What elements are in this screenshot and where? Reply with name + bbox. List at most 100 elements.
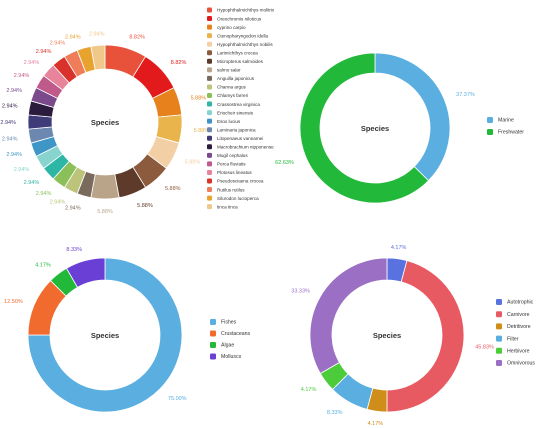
legend-swatch [207, 75, 212, 81]
legend-item[interactable]: Esox lucius [207, 118, 241, 124]
legend-item[interactable]: salmo salar [207, 67, 241, 73]
legend-swatch [207, 118, 212, 124]
legend-label: Plotosus lineatus [217, 170, 252, 175]
legend-item[interactable]: Silurodon lucioperca [207, 195, 259, 201]
legend-swatch [207, 7, 212, 13]
legend: Marine Freshwater [487, 117, 524, 136]
legend-swatch [207, 195, 212, 201]
legend-label: tinca tinca [217, 204, 238, 209]
legend-item[interactable]: Fishes [210, 319, 237, 326]
legend-label: Freshwater [498, 130, 524, 136]
legend-item[interactable]: Plotosus lineatus [207, 169, 252, 175]
slice-data-label: 5.88% [194, 128, 210, 134]
legend-item[interactable]: Hypophthalmichthys nobilis [207, 41, 273, 47]
legend-swatch [207, 178, 212, 184]
legend-item[interactable]: Marine [487, 117, 514, 124]
donut-slice[interactable] [299, 52, 430, 204]
legend-swatch [496, 360, 502, 366]
legend-item[interactable]: Channa argus [207, 84, 247, 90]
legend-item[interactable]: cyprino carpio [207, 24, 246, 30]
slice-data-label: 2.94% [50, 200, 66, 206]
legend-item[interactable]: Autotrophic [496, 299, 534, 306]
slice-data-label: 2.94% [2, 136, 18, 142]
legend: Hypophthalmichthys molitrix Oreochromis n… [207, 7, 275, 209]
slice-data-label: 75.00% [168, 396, 187, 402]
legend-item[interactable]: Chlamys farreri [207, 93, 248, 98]
legend-label: Esox lucius [217, 119, 241, 124]
legend-item[interactable]: Molluscs [210, 353, 242, 361]
legend-swatch [487, 117, 493, 123]
slice-data-label: 2.94% [24, 180, 40, 186]
legend-label: Crassostrea virginica [217, 102, 260, 107]
legend-item[interactable]: Omnivorous [496, 360, 535, 367]
legend-label: Rutilus rutilus [217, 187, 245, 192]
donut-slice[interactable] [90, 173, 120, 200]
legend-label: Molluscs [221, 354, 242, 360]
legend-item[interactable]: Laminaria japonica [207, 127, 256, 132]
donut-slice[interactable] [309, 257, 388, 375]
slice-data-label: 2.94% [14, 73, 30, 79]
legend-item[interactable]: Perca fluviatis [207, 161, 246, 167]
legend-item[interactable]: Mugil cephalus [207, 152, 248, 158]
slice-data-label: 2.94% [0, 120, 16, 126]
legend-item[interactable]: Hypophthalmichthys molitrix [207, 7, 275, 13]
slice-data-label: 2.94% [2, 104, 18, 110]
slice-data-label: 2.94% [6, 88, 22, 94]
donut-slice[interactable] [27, 257, 183, 413]
legend-swatch [496, 299, 502, 305]
legend-label: Chlamys farreri [217, 93, 248, 98]
legend-swatch [207, 16, 212, 22]
legend-swatch [207, 152, 212, 158]
legend-item[interactable]: Filter [496, 335, 519, 343]
slice-data-label: 5.88% [191, 96, 207, 102]
legend-label: Filter [507, 336, 519, 342]
legend-item[interactable]: Anguilla japonicus [207, 75, 255, 81]
legend-item[interactable]: Crassostrea virginica [207, 101, 260, 107]
legend-label: Hypophthalmichthys molitrix [217, 8, 275, 13]
donut-slice[interactable] [90, 44, 106, 71]
legend-item[interactable]: Detritivore [496, 323, 531, 330]
legend-label: Eriocheir sinensis [217, 110, 254, 115]
legend-swatch [207, 144, 212, 150]
legend-item[interactable]: Herbivore [496, 347, 530, 355]
legend-item[interactable]: Freshwater [487, 129, 524, 136]
legend-item[interactable]: Larimichthys crocea [207, 50, 258, 55]
legend-item[interactable]: Pseudosciaena crocea [207, 178, 264, 184]
legend-label: Ctenopharyngodon idella [217, 33, 269, 38]
donut-center-title: Species [91, 118, 119, 127]
slice-data-label: 4.17% [35, 262, 51, 268]
slice-data-label: 33.33% [291, 288, 310, 294]
slice-data-label: 5.88% [97, 209, 113, 215]
legend-label: Crustaceans [221, 331, 251, 337]
legend-swatch [207, 84, 212, 90]
legend-label: cyprino carpio [217, 25, 246, 30]
slice-data-label: 4.17% [368, 421, 384, 427]
legend-item[interactable]: Algae [210, 342, 234, 349]
legend-swatch [210, 319, 216, 325]
donut-slice[interactable] [386, 260, 465, 413]
legend-item[interactable]: Litopenaeus vannamei [207, 135, 263, 141]
legend-item[interactable]: tinca tinca [207, 204, 238, 209]
donut-chart-2: 37.37% 62.63% Species Marine Freshwater [275, 52, 524, 204]
legend-item[interactable]: Micropterus salmoides [207, 58, 264, 64]
slice-data-label: 5.88% [137, 203, 153, 209]
legend-item[interactable]: Rutilus rutilus [207, 187, 245, 192]
legend-item[interactable]: Ctenopharyngodon idella [207, 33, 269, 38]
legend-label: Mugil cephalus [217, 153, 248, 158]
legend-item[interactable]: Carnivore [496, 311, 530, 318]
legend-swatch [207, 93, 212, 98]
legend-item[interactable]: Oreochromis niloticus [207, 16, 262, 21]
legend-label: Perca fluviatis [217, 162, 246, 167]
legend-label: Litopenaeus vannamei [217, 136, 263, 141]
legend-item[interactable]: Eriocheir sinensis [207, 110, 254, 115]
legend-item[interactable]: Crustaceans [210, 330, 251, 338]
legend-label: Larimichthys crocea [217, 50, 258, 55]
donut-slice[interactable] [65, 257, 106, 288]
donut-slice[interactable] [374, 52, 451, 182]
slice-data-label: 2.94% [89, 31, 105, 37]
legend-label: Fishes [221, 320, 237, 326]
legend-label: Micropterus salmoides [217, 59, 264, 64]
donut-center-title: Species [361, 124, 389, 133]
legend-item[interactable]: Macrobrachium nipponense [207, 144, 274, 150]
slice-data-label: 2.94% [24, 60, 40, 66]
